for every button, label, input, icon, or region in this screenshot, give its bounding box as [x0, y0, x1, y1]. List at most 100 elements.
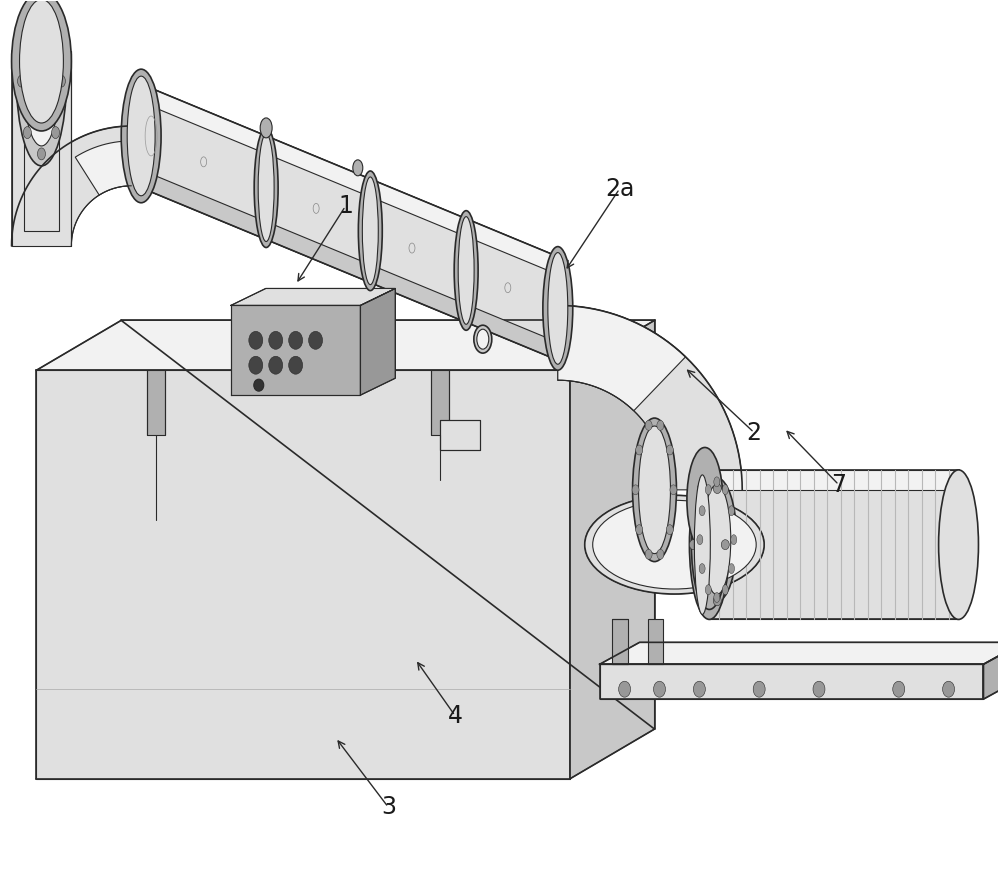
- Polygon shape: [24, 81, 59, 231]
- Ellipse shape: [939, 470, 978, 620]
- Polygon shape: [147, 371, 165, 435]
- Ellipse shape: [289, 357, 303, 374]
- Ellipse shape: [269, 331, 283, 350]
- Polygon shape: [440, 420, 480, 450]
- Polygon shape: [983, 642, 1000, 699]
- Ellipse shape: [477, 329, 489, 349]
- Ellipse shape: [260, 118, 272, 138]
- Ellipse shape: [23, 127, 31, 139]
- Ellipse shape: [254, 128, 278, 247]
- Text: 3: 3: [381, 795, 396, 819]
- Ellipse shape: [636, 524, 643, 535]
- Ellipse shape: [657, 420, 664, 430]
- Ellipse shape: [645, 420, 652, 430]
- Polygon shape: [431, 371, 449, 435]
- Ellipse shape: [548, 253, 568, 364]
- Text: 4: 4: [448, 704, 463, 728]
- Ellipse shape: [697, 483, 705, 494]
- Ellipse shape: [543, 246, 573, 371]
- Ellipse shape: [57, 75, 65, 87]
- Ellipse shape: [693, 681, 705, 697]
- Ellipse shape: [728, 506, 734, 516]
- Ellipse shape: [813, 681, 825, 697]
- Polygon shape: [585, 496, 764, 594]
- Ellipse shape: [714, 477, 720, 487]
- Ellipse shape: [705, 484, 711, 495]
- Ellipse shape: [731, 535, 737, 545]
- Polygon shape: [141, 84, 558, 360]
- Ellipse shape: [20, 0, 63, 123]
- Ellipse shape: [645, 550, 652, 559]
- Ellipse shape: [17, 0, 66, 166]
- Text: 7: 7: [831, 473, 846, 497]
- Ellipse shape: [714, 593, 720, 602]
- Ellipse shape: [254, 379, 264, 392]
- Ellipse shape: [458, 217, 474, 324]
- Ellipse shape: [23, 24, 31, 36]
- Ellipse shape: [666, 445, 673, 455]
- Ellipse shape: [670, 485, 677, 495]
- Polygon shape: [612, 620, 628, 664]
- Ellipse shape: [694, 475, 710, 614]
- Ellipse shape: [127, 76, 155, 196]
- Ellipse shape: [691, 480, 727, 609]
- Polygon shape: [648, 620, 663, 664]
- Ellipse shape: [454, 211, 478, 330]
- Ellipse shape: [657, 550, 664, 559]
- Ellipse shape: [269, 357, 283, 374]
- Ellipse shape: [689, 539, 697, 550]
- Ellipse shape: [697, 478, 737, 601]
- Ellipse shape: [753, 681, 765, 697]
- Ellipse shape: [699, 564, 705, 573]
- Polygon shape: [12, 52, 71, 246]
- Polygon shape: [36, 371, 570, 779]
- Ellipse shape: [722, 585, 728, 594]
- Ellipse shape: [309, 331, 323, 350]
- Ellipse shape: [632, 485, 639, 495]
- Text: 2: 2: [747, 420, 762, 445]
- Ellipse shape: [12, 0, 71, 131]
- Polygon shape: [36, 321, 655, 371]
- Text: 1: 1: [338, 194, 353, 218]
- Ellipse shape: [654, 681, 665, 697]
- Polygon shape: [12, 126, 131, 246]
- Ellipse shape: [52, 127, 60, 139]
- Ellipse shape: [353, 160, 363, 176]
- Polygon shape: [141, 170, 558, 360]
- Ellipse shape: [703, 485, 731, 594]
- Polygon shape: [231, 305, 360, 395]
- Polygon shape: [709, 470, 959, 489]
- Polygon shape: [558, 305, 686, 411]
- Ellipse shape: [362, 177, 378, 285]
- Polygon shape: [360, 288, 395, 395]
- Ellipse shape: [474, 325, 492, 353]
- Ellipse shape: [121, 69, 161, 203]
- Ellipse shape: [37, 148, 45, 160]
- Ellipse shape: [689, 470, 729, 620]
- Ellipse shape: [258, 134, 274, 241]
- Ellipse shape: [585, 496, 764, 594]
- Ellipse shape: [18, 75, 26, 87]
- Ellipse shape: [666, 524, 673, 535]
- Text: 2a: 2a: [605, 177, 634, 201]
- Ellipse shape: [249, 331, 263, 350]
- Polygon shape: [141, 84, 558, 274]
- Ellipse shape: [728, 564, 734, 573]
- Ellipse shape: [289, 331, 303, 350]
- Ellipse shape: [699, 506, 705, 516]
- Ellipse shape: [123, 84, 159, 188]
- Ellipse shape: [52, 24, 60, 36]
- Ellipse shape: [37, 3, 45, 14]
- Ellipse shape: [943, 681, 955, 697]
- Ellipse shape: [636, 445, 643, 455]
- Polygon shape: [600, 664, 983, 699]
- Ellipse shape: [619, 681, 631, 697]
- Polygon shape: [600, 642, 1000, 664]
- Ellipse shape: [249, 357, 263, 374]
- Ellipse shape: [639, 426, 670, 553]
- Ellipse shape: [358, 171, 382, 291]
- Ellipse shape: [713, 483, 721, 494]
- Ellipse shape: [722, 484, 728, 495]
- Ellipse shape: [697, 596, 705, 606]
- Polygon shape: [558, 305, 742, 489]
